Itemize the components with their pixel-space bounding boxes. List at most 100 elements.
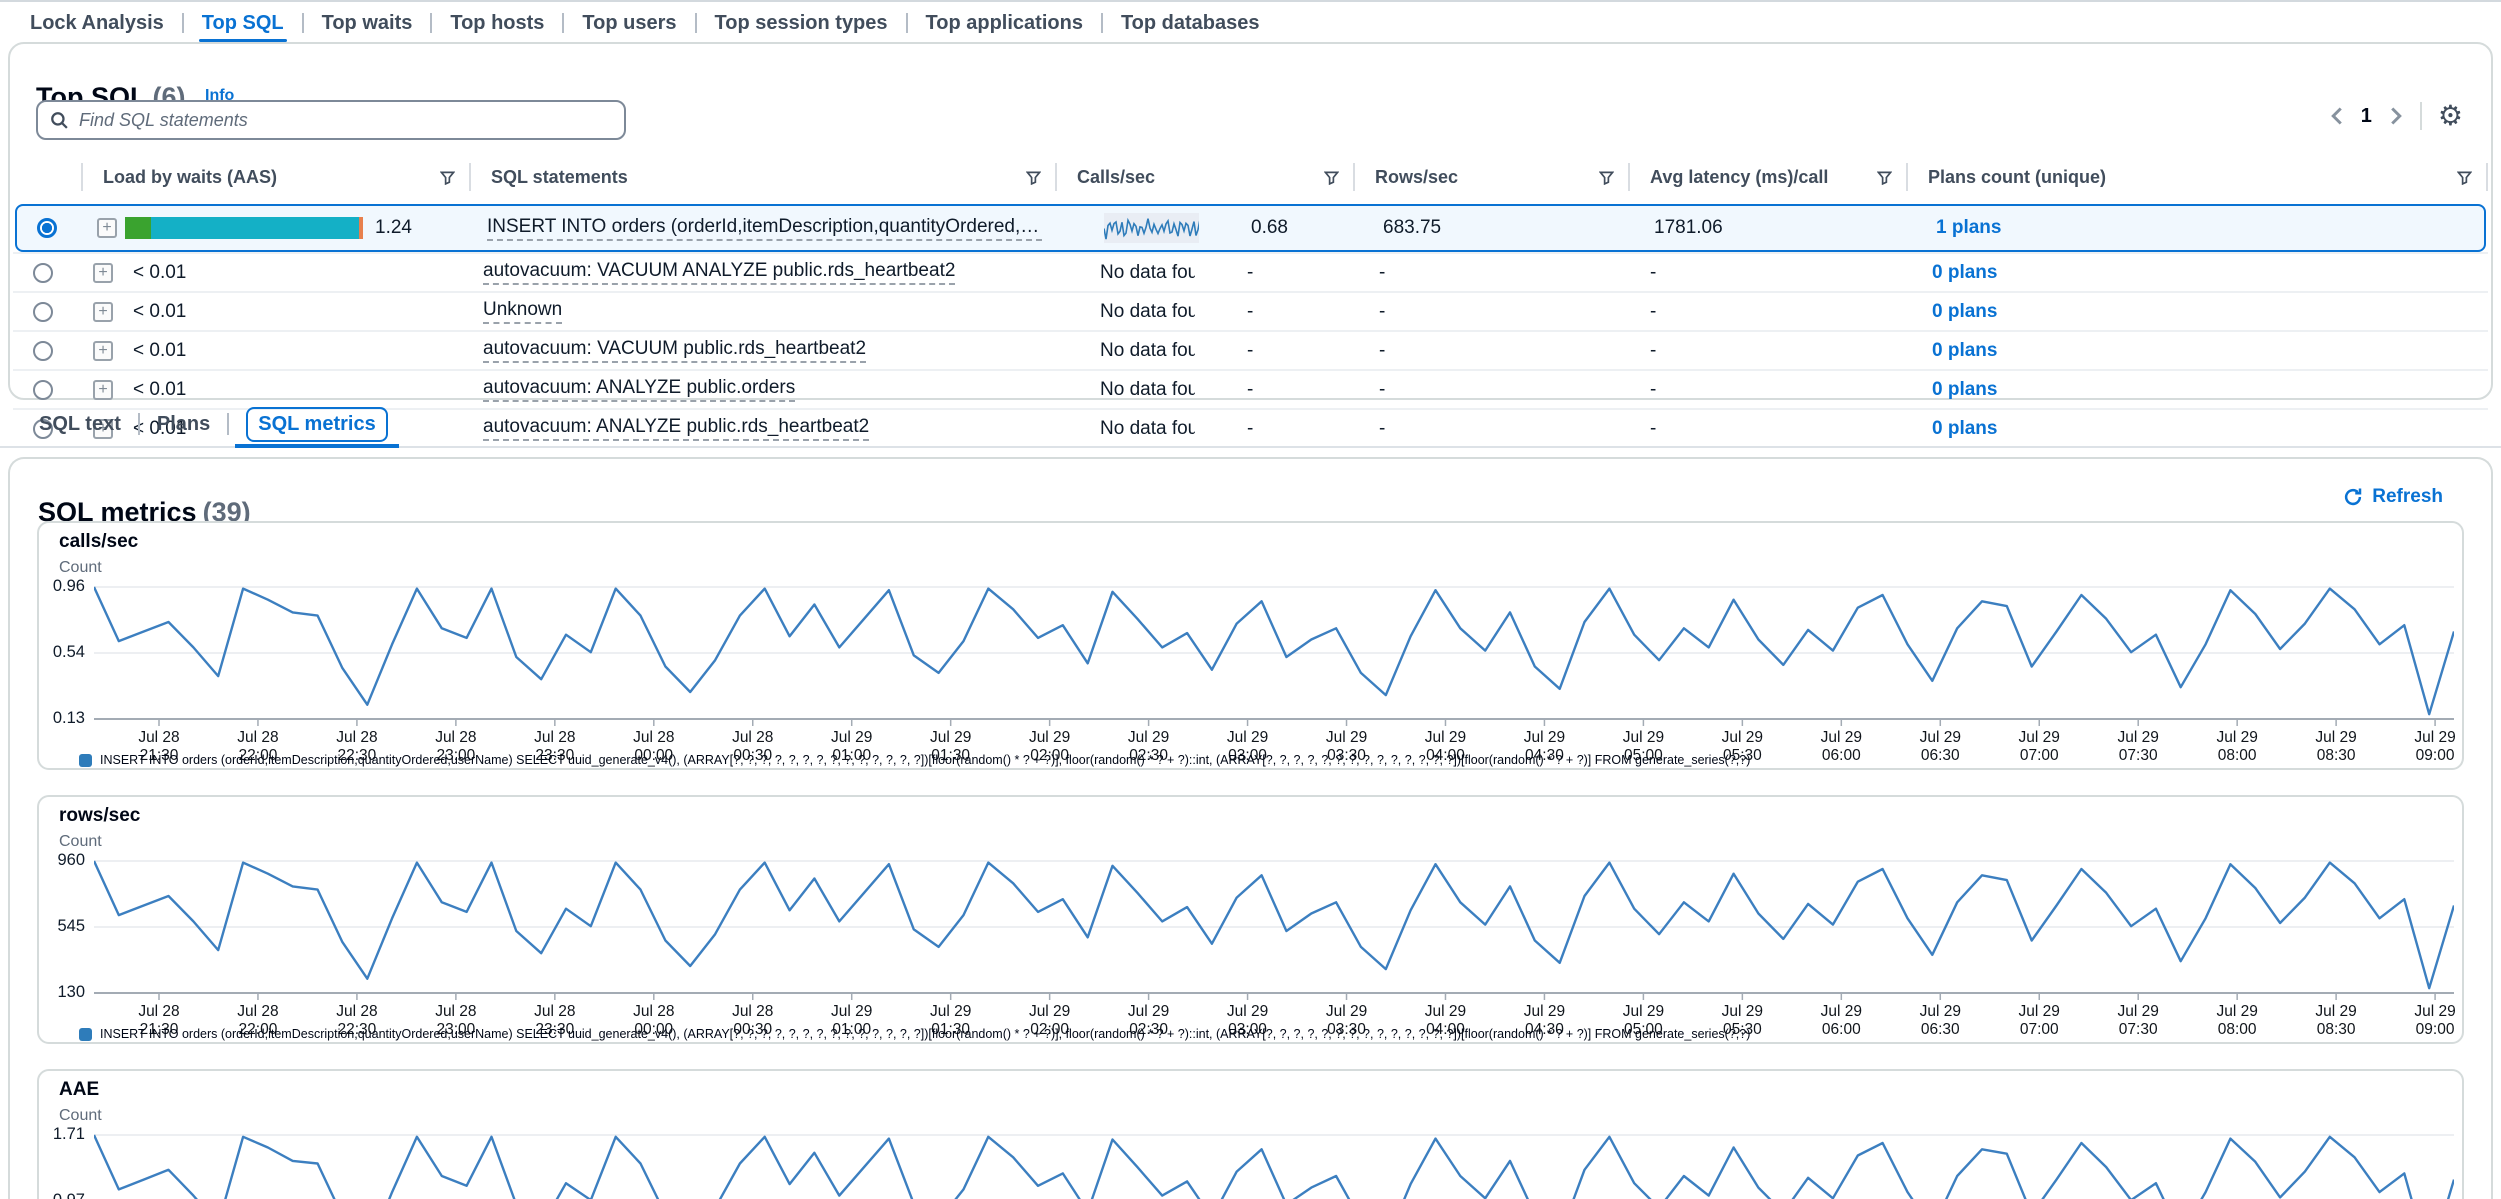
- filter-funnel-icon[interactable]: [440, 170, 455, 185]
- plans-link[interactable]: 0 plans: [1932, 300, 1998, 322]
- filter-funnel-icon[interactable]: [2457, 170, 2472, 185]
- calls-sparkline[interactable]: [1104, 213, 1199, 243]
- legend-label: INSERT INTO orders (orderId,itemDescript…: [100, 753, 1751, 767]
- calls-value-cell: -: [1195, 371, 1353, 408]
- filter-funnel-icon[interactable]: [1877, 170, 1892, 185]
- search-icon: [51, 112, 68, 129]
- column-label: Calls/sec: [1077, 166, 1156, 187]
- rows-value: -: [1379, 300, 1386, 322]
- sql-statement-cell: INSERT INTO orders (orderId,itemDescript…: [473, 206, 1059, 250]
- tab-top-applications[interactable]: Top applications: [925, 11, 1083, 34]
- select-cell: [13, 293, 81, 330]
- x-axis-tick-label: Jul 29 02:30: [1127, 729, 1170, 764]
- sql-statement-link[interactable]: Unknown: [483, 299, 563, 324]
- row-select-radio[interactable]: [37, 218, 57, 238]
- tab-top-users[interactable]: Top users: [582, 11, 677, 34]
- search-box[interactable]: [36, 100, 626, 140]
- table-row[interactable]: + < 0.01 autovacuum: VACUUM public.rds_hea…: [13, 330, 2488, 369]
- tab-top-hosts[interactable]: Top hosts: [450, 11, 545, 34]
- expand-row-button[interactable]: +: [93, 262, 113, 283]
- header-load-by-waits: Load by waits (AAS): [81, 163, 469, 191]
- table-row[interactable]: + < 0.01 autovacuum: ANALYZE public.rds_he…: [13, 408, 2488, 447]
- top-sql-table: Load by waits (AAS) SQL statements Calls…: [13, 162, 2488, 447]
- column-label: SQL statements: [491, 166, 628, 187]
- sql-statement-link[interactable]: INSERT INTO orders (orderId,itemDescript…: [487, 216, 1042, 241]
- refresh-button[interactable]: Refresh: [2337, 485, 2449, 509]
- sql-metrics-panel: SQL metrics (39) Refresh calls/sec Count 0.…: [8, 457, 2493, 1199]
- sql-statement-link[interactable]: autovacuum: VACUUM public.rds_heartbeat2: [483, 338, 867, 363]
- calls-spark-cell: No data found.: [1055, 332, 1195, 369]
- legend-swatch: [79, 1027, 92, 1041]
- tab-divider: [430, 13, 433, 33]
- x-axis-tick-label: Jul 29 05:30: [1721, 729, 1764, 764]
- no-data-text: No data found.: [1100, 261, 1195, 283]
- table-row[interactable]: + < 0.01 autovacuum: VACUUM ANALYZE public…: [13, 252, 2488, 291]
- plans-link[interactable]: 0 plans: [1932, 378, 1998, 400]
- y-axis-tick: 130: [57, 983, 85, 1001]
- y-axis-tick: 0.54: [52, 643, 85, 661]
- avg-latency-cell: -: [1628, 332, 1906, 369]
- refresh-label: Refresh: [2372, 486, 2443, 507]
- x-axis-tick-label: Jul 28 22:00: [237, 729, 279, 764]
- rows-per-sec-cell: 683.75: [1357, 206, 1632, 250]
- x-axis-tick-label: Jul 29 03:00: [1226, 729, 1269, 764]
- row-select-radio[interactable]: [33, 340, 53, 361]
- detail-tab-label: SQL metrics: [246, 406, 388, 442]
- chart-legend: INSERT INTO orders (orderId,itemDescript…: [79, 753, 1750, 767]
- tab-top-waits[interactable]: Top waits: [321, 11, 413, 34]
- x-axis-tick-label: Jul 29 01:00: [831, 729, 873, 764]
- detail-tab-plans[interactable]: Plans: [140, 402, 227, 446]
- tab-top-sql[interactable]: Top SQL: [184, 12, 302, 42]
- header-select-column: [13, 163, 81, 191]
- sql-statement-link[interactable]: autovacuum: VACUUM ANALYZE public.rds_he…: [483, 260, 956, 285]
- row-select-radio[interactable]: [33, 379, 53, 400]
- sql-statement-link[interactable]: autovacuum: ANALYZE public.orders: [483, 377, 796, 402]
- next-page-button[interactable]: [2388, 106, 2404, 126]
- expand-row-button[interactable]: +: [93, 340, 113, 361]
- chart-plot-area: [94, 1134, 2454, 1199]
- x-axis-tick-label: Jul 29 04:00: [1424, 729, 1467, 764]
- x-axis-tick-label: Jul 29 08:30: [2315, 729, 2357, 764]
- x-axis-tick-label: Jul 29 07:30: [2117, 1003, 2159, 1038]
- tab-top-databases[interactable]: Top databases: [1120, 11, 1260, 34]
- x-axis-tick-label: Jul 28 22:00: [237, 1003, 279, 1038]
- search-input[interactable]: [77, 108, 612, 132]
- filter-funnel-icon[interactable]: [1026, 170, 1041, 185]
- tab-divider: [905, 13, 908, 33]
- plans-link[interactable]: 0 plans: [1932, 417, 1998, 439]
- x-axis-tick-label: Jul 28 00:30: [732, 729, 774, 764]
- tab-lock-analysis[interactable]: Lock Analysis: [30, 11, 164, 34]
- table-row[interactable]: +1.24 INSERT INTO orders (orderId,itemDes…: [15, 204, 2486, 252]
- plans-link[interactable]: 0 plans: [1932, 261, 1998, 283]
- no-data-text: No data found.: [1100, 339, 1195, 361]
- calls-spark-cell: No data found.: [1055, 371, 1195, 408]
- row-select-radio[interactable]: [33, 418, 53, 439]
- expand-row-button[interactable]: +: [93, 379, 113, 400]
- sql-statement-link[interactable]: autovacuum: ANALYZE public.rds_heartbeat…: [483, 416, 870, 441]
- tab-top-session-types[interactable]: Top session types: [714, 11, 888, 34]
- table-row[interactable]: + < 0.01 autovacuum: ANALYZE public.orders…: [13, 369, 2488, 408]
- calls-value-cell: -: [1195, 332, 1353, 369]
- sql-statement-cell: Unknown: [469, 293, 1055, 330]
- settings-gear-button[interactable]: ⚙: [2437, 100, 2463, 131]
- plans-link[interactable]: 1 plans: [1936, 217, 2002, 238]
- plans-count-cell: 0 plans: [1906, 254, 2488, 291]
- select-cell: [13, 371, 81, 408]
- plans-link[interactable]: 0 plans: [1932, 339, 1998, 361]
- detail-tab-label: Plans: [156, 412, 211, 435]
- expand-row-button[interactable]: +: [97, 218, 117, 238]
- filter-funnel-icon[interactable]: [1324, 170, 1339, 185]
- table-row[interactable]: + < 0.01 Unknown No data found. - - - 0 plans: [13, 291, 2488, 330]
- filter-funnel-icon[interactable]: [1599, 170, 1614, 185]
- row-select-radio[interactable]: [33, 262, 53, 283]
- avg-latency-cell: 1781.06: [1632, 206, 1910, 250]
- y-axis-tick: 1.71: [52, 1125, 85, 1143]
- expand-row-button[interactable]: +: [93, 418, 113, 439]
- detail-tab-sql-metrics[interactable]: SQL metrics: [229, 402, 404, 448]
- row-select-radio[interactable]: [33, 301, 53, 322]
- y-axis-tick: 545: [57, 917, 85, 935]
- x-axis-tick-label: Jul 29 06:30: [1919, 729, 1961, 764]
- detail-tab-sql-text[interactable]: SQL text: [22, 402, 138, 446]
- expand-row-button[interactable]: +: [93, 301, 113, 322]
- previous-page-button[interactable]: [2329, 106, 2345, 126]
